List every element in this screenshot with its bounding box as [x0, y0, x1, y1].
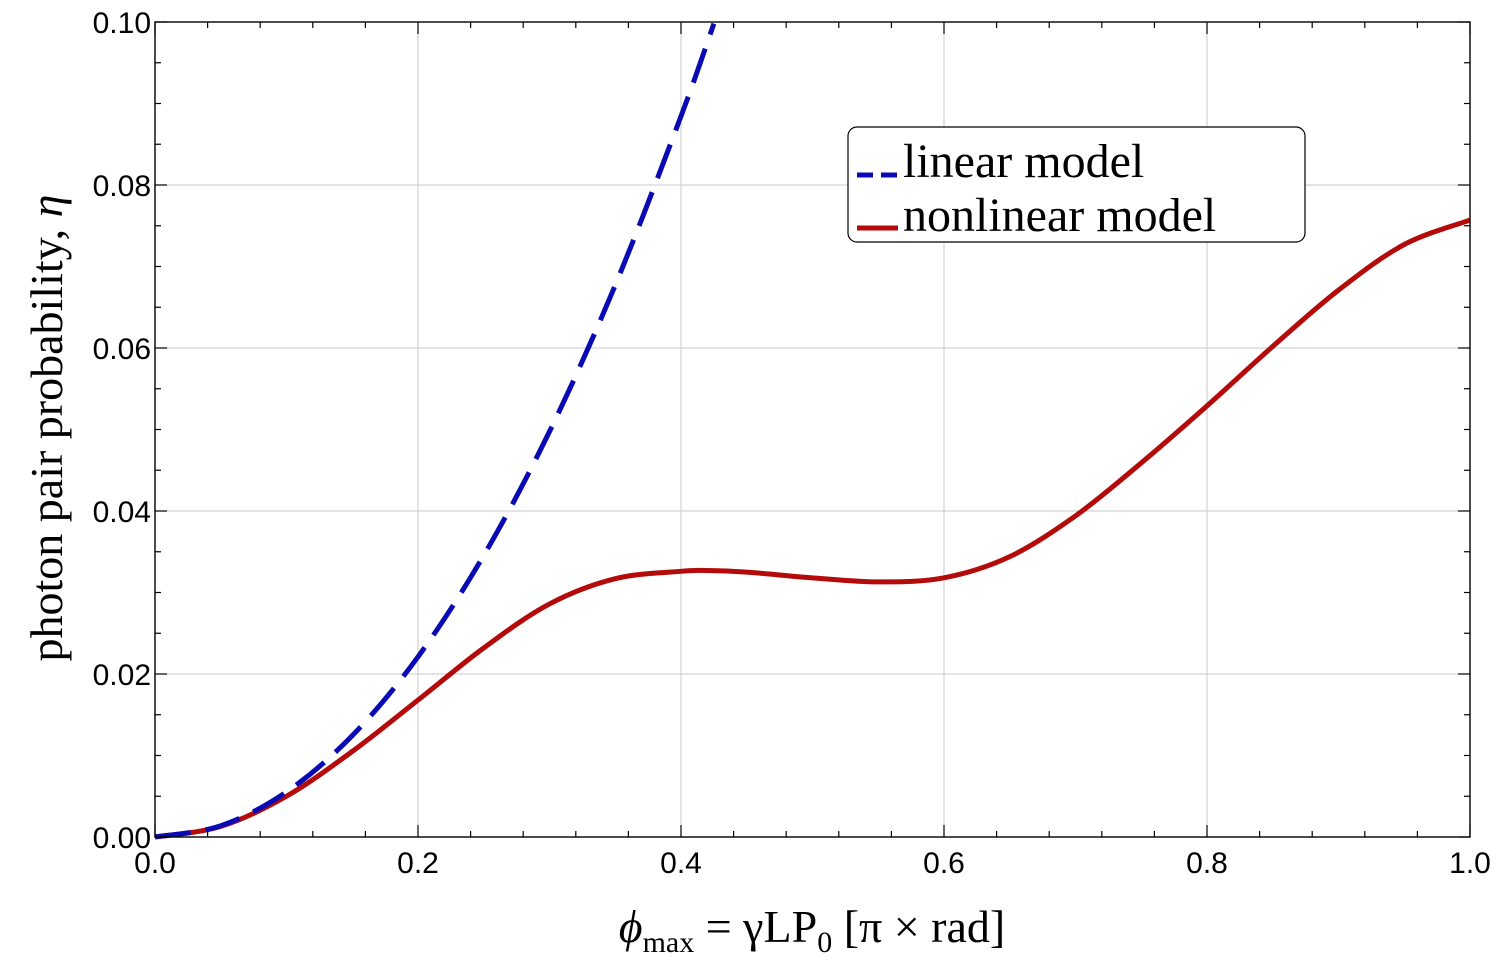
series-line-linear-model — [154, 22, 717, 840]
legend-box — [847, 126, 1306, 243]
x-tick-labels: 0.0 0.2 0.4 0.6 0.8 1.0 — [134, 847, 1491, 880]
x-tick-label: 0.4 — [660, 847, 702, 880]
x-tick-label: 0.8 — [1186, 847, 1228, 880]
x-tick-label: 0.6 — [923, 847, 965, 880]
legend: linear model nonlinear model — [847, 126, 1306, 243]
series-layer — [154, 22, 1471, 840]
series-line-nonlinear-model — [154, 217, 1471, 840]
x-tick-label: 0.2 — [397, 847, 439, 880]
y-tick-label: 0.02 — [93, 659, 151, 692]
y-tick-label: 0.00 — [93, 822, 151, 855]
x-axis-title: ϕmax = γLP0 [π × rad] — [619, 901, 1005, 959]
y-tick-labels: 0.00 0.02 0.04 0.06 0.08 0.10 — [93, 7, 151, 855]
y-axis-title: photon pair probability, η — [21, 195, 72, 662]
y-tick-label: 0.10 — [93, 7, 151, 40]
x-tick-label: 0.0 — [134, 847, 176, 880]
y-tick-label: 0.06 — [93, 333, 151, 366]
legend-label-linear-model: linear model — [903, 135, 1144, 188]
y-tick-label: 0.08 — [93, 170, 151, 203]
tick-marks — [154, 21, 1471, 838]
x-tick-label: 1.0 — [1449, 847, 1491, 880]
y-tick-label: 0.04 — [93, 496, 151, 529]
legend-label-nonlinear-model: nonlinear model — [903, 189, 1216, 242]
